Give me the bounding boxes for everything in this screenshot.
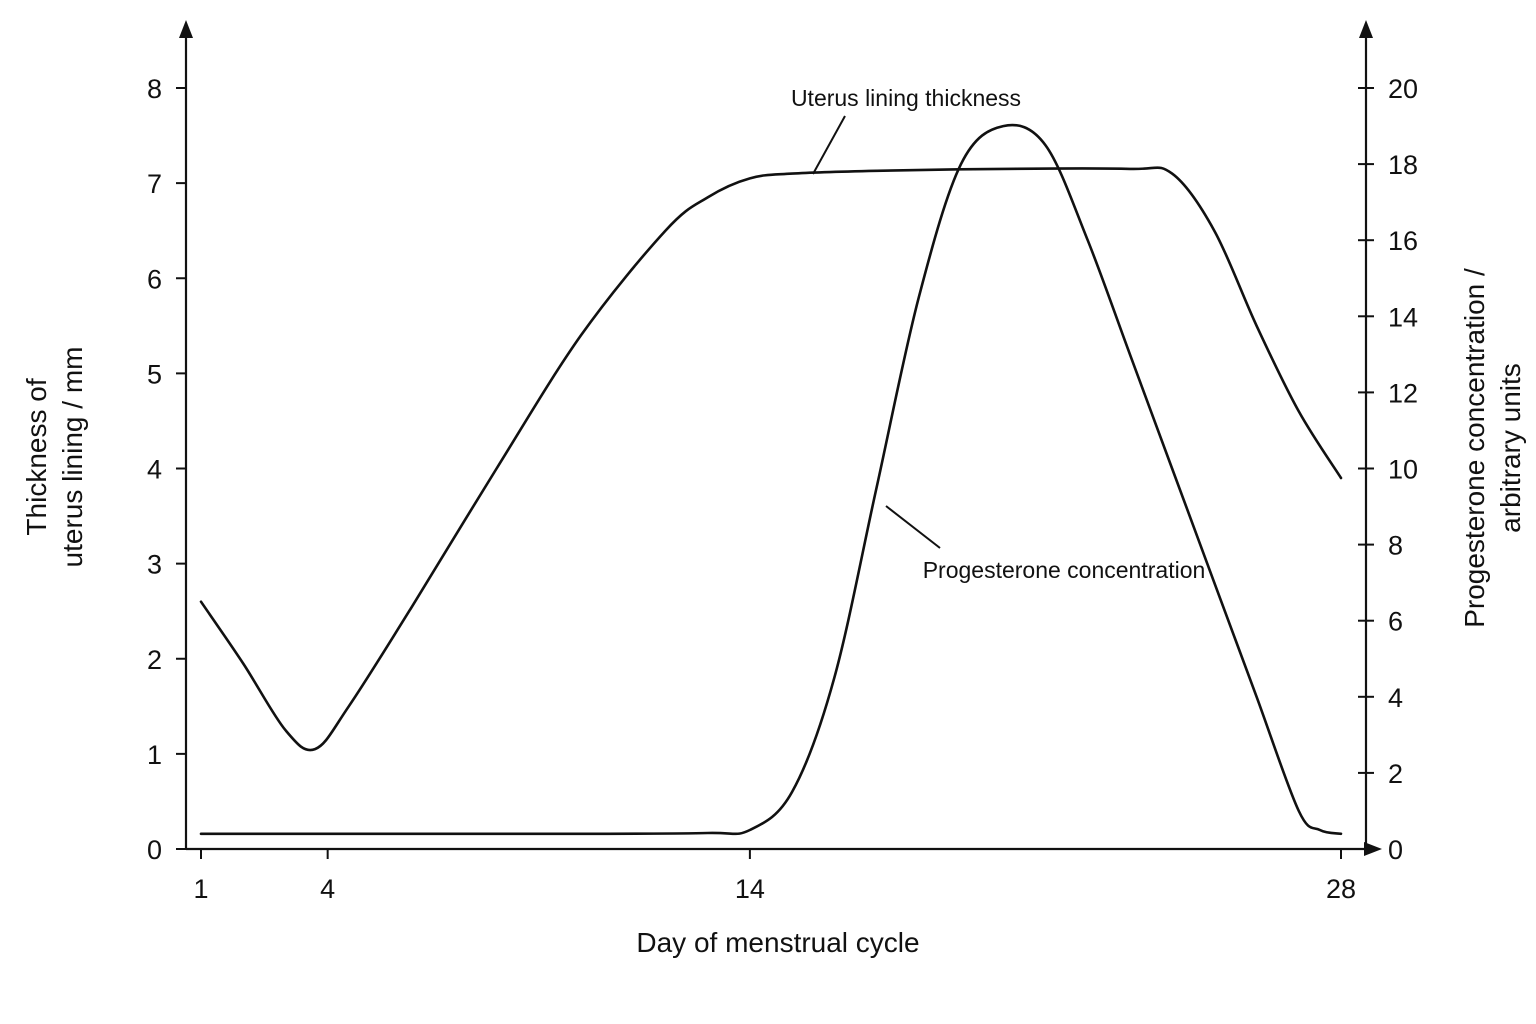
y2-axis-title-line-1: Progesterone concentration / xyxy=(1459,268,1490,628)
y-tick-label-2: 2 xyxy=(147,645,162,675)
x-tick-label-1: 1 xyxy=(193,874,208,904)
y2-tick-label-2: 2 xyxy=(1388,759,1403,789)
series-line-uterus-lining-thickness xyxy=(199,166,1343,752)
y-tick-label-5: 5 xyxy=(147,359,162,389)
y2-tick-label-16: 16 xyxy=(1388,226,1418,256)
x-tick-label-4: 4 xyxy=(320,874,335,904)
y-tick-label-7: 7 xyxy=(147,169,162,199)
y2-tick-label-14: 14 xyxy=(1388,302,1418,332)
y2-tick-label-6: 6 xyxy=(1388,607,1403,637)
y2-tick-label-20: 20 xyxy=(1388,74,1418,104)
leader-uterus-lining xyxy=(812,115,846,175)
y2-tick-label-12: 12 xyxy=(1388,378,1418,408)
y2-tick-label-4: 4 xyxy=(1388,683,1403,713)
y-tick-label-8: 8 xyxy=(147,74,162,104)
left-y-axis-arrow-icon xyxy=(179,20,193,38)
y-tick-label-0: 0 xyxy=(147,835,162,865)
series-line-progesterone-concentration xyxy=(199,123,1343,836)
y-tick-label-6: 6 xyxy=(147,264,162,294)
curves-layer xyxy=(199,123,1343,836)
x-axis-title: Day of menstrual cycle xyxy=(636,927,919,958)
y-axis-title-line-1: Thickness of xyxy=(21,378,52,535)
y2-axis-title-line-2: arbitrary units xyxy=(1495,363,1526,533)
right-y-axis-arrow-icon xyxy=(1359,20,1373,38)
y-tick-label-3: 3 xyxy=(147,550,162,580)
x-tick-label-14: 14 xyxy=(735,874,765,904)
y2-tick-label-18: 18 xyxy=(1388,150,1418,180)
y-tick-label-1: 1 xyxy=(147,740,162,770)
y2-tick-label-8: 8 xyxy=(1388,531,1403,561)
annotation-uterus-lining: Uterus lining thickness xyxy=(791,85,1021,111)
leader-progesterone xyxy=(885,505,941,549)
y2-tick-label-10: 10 xyxy=(1388,455,1418,485)
x-tick-label-28: 28 xyxy=(1326,874,1356,904)
annotation-progesterone: Progesterone concentration xyxy=(923,557,1206,583)
y-axis-title-line-2: uterus lining / mm xyxy=(57,347,88,568)
y2-tick-label-0: 0 xyxy=(1388,835,1403,865)
y-tick-label-4: 4 xyxy=(147,455,162,485)
